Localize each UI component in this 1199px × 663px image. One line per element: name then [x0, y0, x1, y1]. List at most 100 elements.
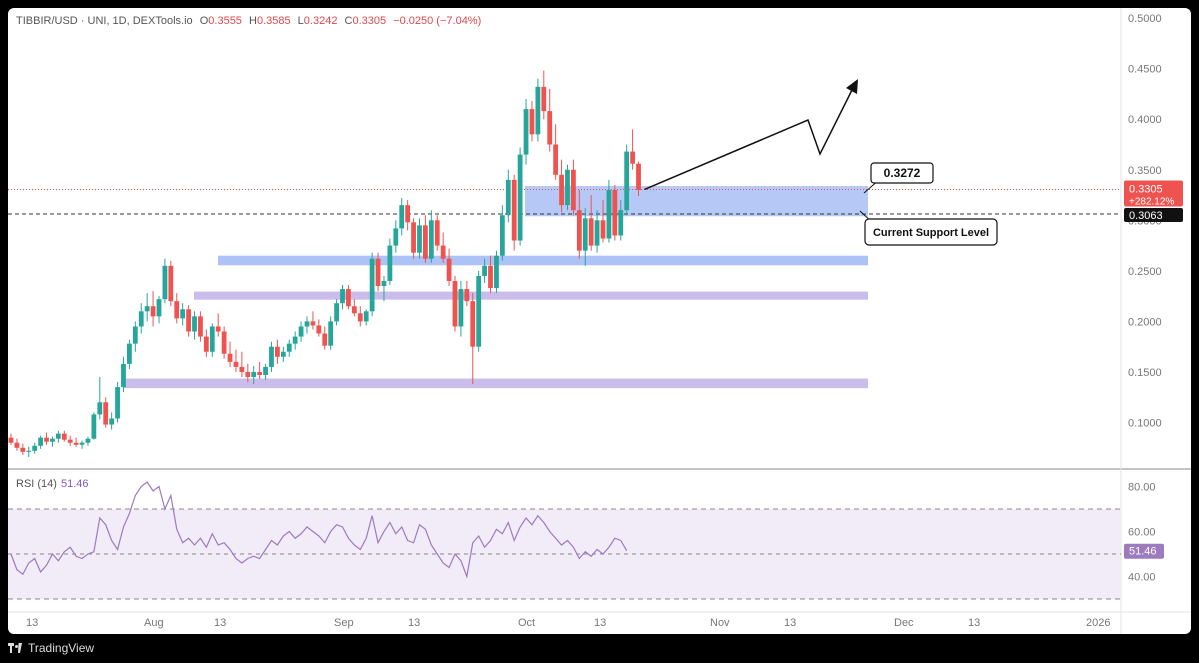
candle-body [292, 336, 298, 344]
change-value: −0.0250 (−7.04%) [393, 15, 482, 27]
candle-body [488, 265, 493, 289]
candle-body [8, 437, 14, 443]
candle-body [162, 265, 168, 300]
candle-body [203, 336, 209, 352]
last-price-badge [1124, 180, 1183, 207]
candle-body [600, 220, 606, 239]
rsi-tick-label: 80.00 [1128, 482, 1156, 494]
rsi-tick-label: 40.00 [1128, 572, 1156, 584]
candle-body [363, 311, 369, 322]
candle-body [346, 289, 351, 307]
candle-body [375, 258, 381, 287]
symbol-header: TIBBIR/USD · UNI, 1D, DEXTools.io O0.355… [16, 15, 481, 27]
candle-body [245, 371, 251, 378]
candle-body [144, 306, 150, 312]
candle-body [624, 151, 630, 211]
price-tick-label: 0.1000 [1128, 418, 1162, 430]
symbol-title: TIBBIR/USD · UNI, 1D, DEXTools.io [16, 15, 193, 27]
price-tick-label: 0.4500 [1128, 64, 1162, 76]
candle-body [97, 402, 103, 415]
candle-body [630, 151, 635, 164]
candle-body [606, 189, 612, 239]
open-label: O [199, 15, 209, 27]
candle-body [446, 258, 452, 281]
support-zone [124, 378, 868, 389]
candle-body [26, 450, 32, 452]
candle-body [257, 371, 263, 375]
candle-body [499, 215, 505, 256]
projection-path [644, 81, 857, 191]
candle-body [91, 414, 97, 439]
candle-body [138, 311, 144, 327]
time-tick-label: Sep [334, 617, 354, 629]
candle-body [50, 438, 55, 442]
last-price-label: 0.3305 [1129, 183, 1163, 195]
chart-svg[interactable]: 0.50000.45000.40000.35000.30000.25000.20… [8, 8, 1191, 634]
candle-body [529, 109, 535, 135]
rsi-label: RSI (14) [16, 478, 57, 490]
candle-body [340, 289, 345, 304]
time-tick-label: 13 [26, 617, 38, 629]
candle-body [150, 306, 156, 317]
brand-name: TradingView [28, 641, 95, 655]
candle-body [464, 289, 470, 302]
candle-body [251, 371, 257, 378]
candle-body [452, 280, 458, 327]
candle-body [405, 205, 411, 223]
footer: TradingView [8, 637, 94, 659]
candle-body [535, 86, 541, 135]
candle-body [612, 189, 618, 236]
candle-body [334, 303, 339, 322]
candle-body [428, 220, 434, 259]
candle-body [121, 363, 126, 388]
candle-body [67, 439, 73, 443]
candle-body [482, 265, 487, 276]
candle-body [263, 366, 268, 375]
candle-body [316, 325, 322, 334]
candle-body [310, 321, 316, 326]
price-tick-label: 0.2500 [1128, 266, 1162, 278]
candle-body [85, 438, 91, 443]
time-tick-label: Nov [710, 617, 730, 629]
time-tick-label: 13 [594, 617, 606, 629]
candle-body [215, 326, 221, 332]
candle-body [239, 366, 245, 372]
candle-body [505, 179, 511, 216]
candle-body [180, 309, 186, 319]
candle-body [434, 220, 440, 246]
candle-body [576, 210, 582, 251]
candle-body [109, 418, 115, 425]
candle-body [304, 321, 310, 327]
candle-body [588, 218, 594, 246]
candle-body [369, 258, 375, 312]
time-tick-label: 13 [784, 617, 796, 629]
candle-body [127, 343, 132, 364]
candle-body [517, 154, 523, 241]
candle-body [73, 442, 79, 445]
support-zone [525, 185, 868, 217]
candle-body [458, 289, 464, 327]
support-zone [218, 255, 868, 266]
candle-body [411, 222, 416, 253]
rsi-value-badge-label: 51.46 [1129, 546, 1157, 558]
candle-body [582, 218, 588, 251]
close-label: C [344, 15, 353, 27]
last-price-change-label: +282.12% [1129, 196, 1174, 207]
candle-body [44, 437, 49, 442]
candle-body [636, 163, 641, 190]
candle-body [417, 225, 422, 253]
candle-body [470, 301, 476, 347]
low-value: 0.3242 [303, 15, 338, 27]
candle-body [494, 255, 499, 289]
rsi-tick-label: 60.00 [1128, 527, 1156, 539]
candle-body [275, 346, 280, 357]
candle-body [174, 301, 180, 319]
candle-body [328, 321, 334, 346]
high-label: H [249, 15, 257, 27]
time-tick-label: 13 [968, 617, 980, 629]
candle-body [79, 442, 85, 445]
candle-body [387, 245, 393, 281]
high-value: 0.3585 [256, 15, 291, 27]
candle-body [269, 346, 274, 367]
low-label: L [297, 15, 304, 27]
